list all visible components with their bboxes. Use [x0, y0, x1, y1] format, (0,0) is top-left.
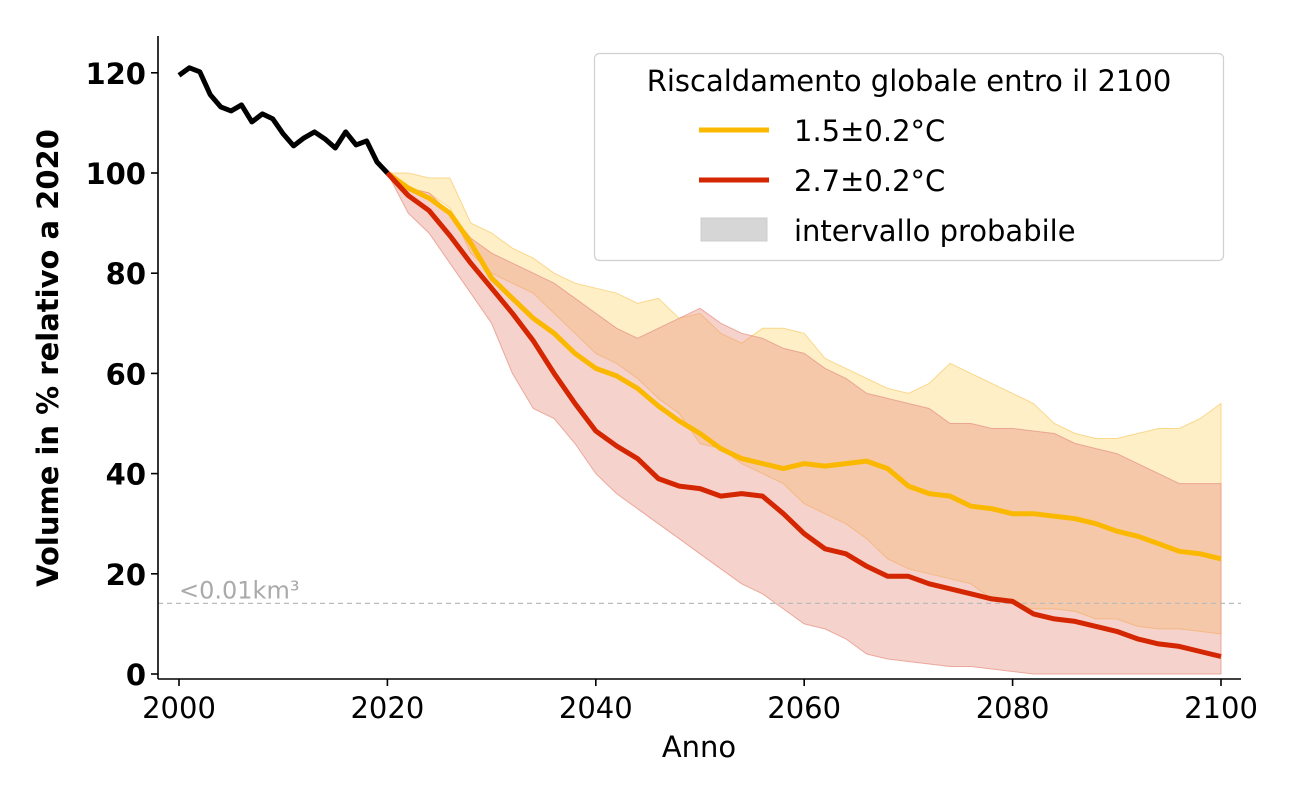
x-tick-label: 2000	[142, 691, 216, 725]
threshold-line-group: <0.01km³	[158, 576, 1241, 604]
x-tick-label: 2100	[1184, 691, 1258, 725]
x-axis-label: Anno	[662, 730, 736, 764]
legend-label-range: intervallo probabile	[794, 214, 1076, 248]
historical-line	[177, 65, 390, 175]
y-tick-label: 120	[85, 57, 146, 91]
y-axis-label: Volume in % relativo a 2020	[31, 129, 65, 587]
series-lines	[177, 65, 1222, 659]
line-1-5	[385, 170, 1222, 562]
y-ticks: 0 20 40 60 80 100 120	[85, 57, 158, 692]
y-tick-label: 0	[126, 658, 146, 692]
line-2-7	[385, 171, 1222, 659]
legend-frame	[593, 52, 1225, 262]
y-tick-label: 40	[106, 458, 146, 492]
y-tick-label: 60	[106, 357, 146, 391]
x-tick-label: 2040	[559, 691, 633, 725]
likely-range-bands	[385, 172, 1222, 675]
y-tick-label: 20	[106, 558, 146, 592]
band-2-7	[386, 172, 1222, 675]
threshold-label: <0.01km³	[179, 576, 299, 604]
y-tick-label: 100	[85, 157, 146, 191]
legend-title: Riscaldamento globale entro il 2100	[647, 64, 1172, 98]
x-tick-label: 2060	[767, 691, 841, 725]
x-tick-label: 2020	[350, 691, 424, 725]
y-tick-label: 80	[106, 257, 146, 291]
x-tick-label: 2080	[976, 691, 1050, 725]
legend-label-1-5: 1.5±0.2°C	[794, 114, 945, 148]
axes	[157, 36, 1241, 680]
legend-swatch-range	[700, 217, 768, 242]
legend: Riscaldamento globale entro il 2100 1.5±…	[593, 52, 1225, 262]
legend-label-2-7: 2.7±0.2°C	[794, 164, 945, 198]
x-ticks: 2000 2020 2040 2060 2080 2100	[142, 679, 1258, 725]
